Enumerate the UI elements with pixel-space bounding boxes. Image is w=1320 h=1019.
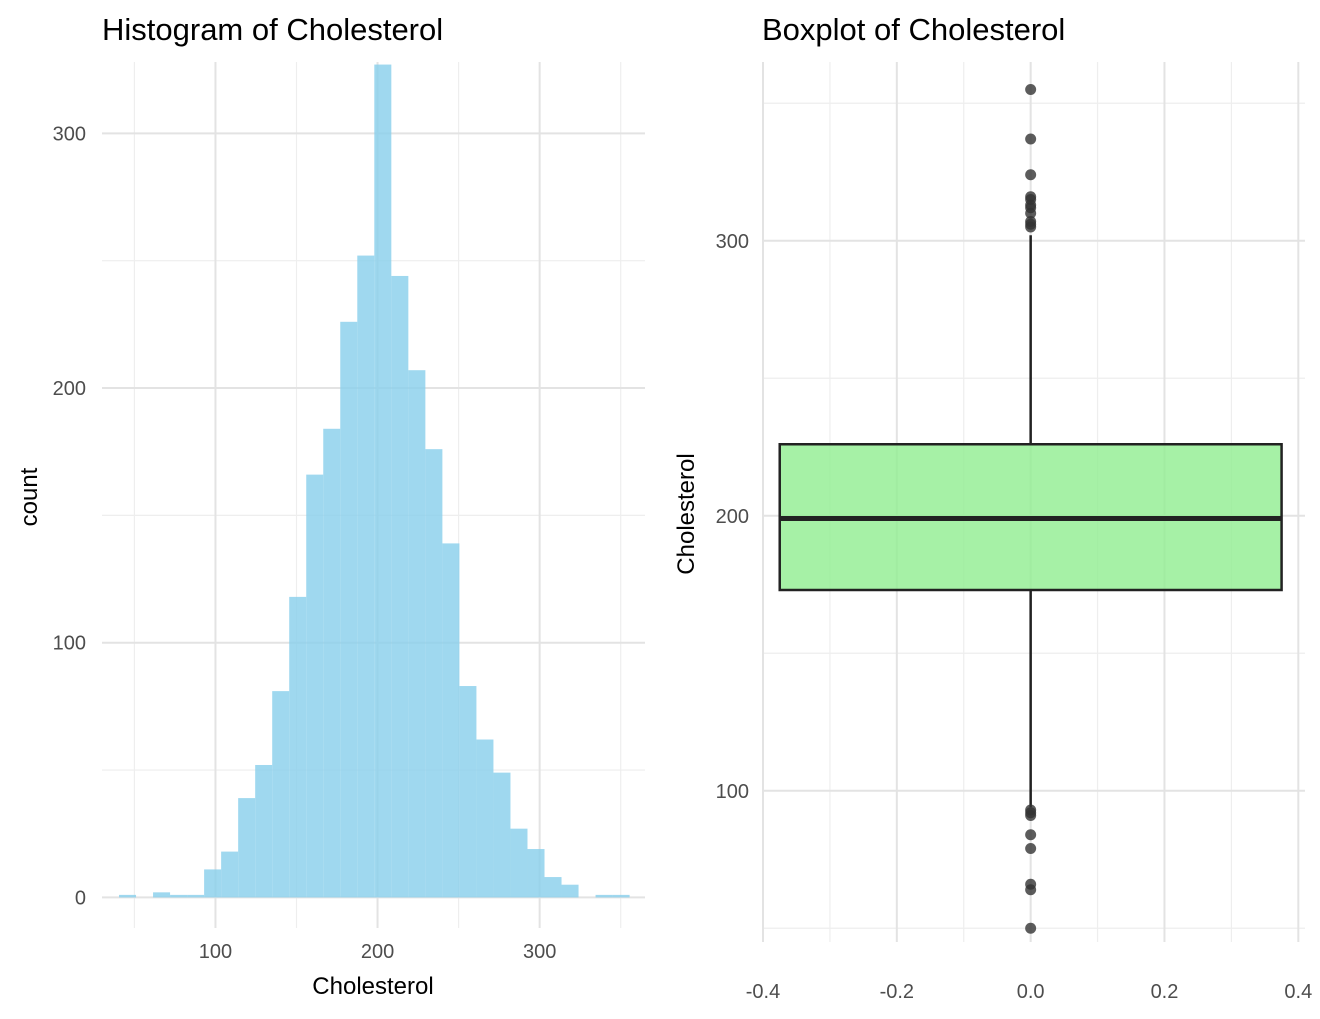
histogram-y-axis-title: count (16, 467, 43, 526)
boxplot-outlier-point (1025, 884, 1037, 896)
histogram-bar (527, 849, 545, 898)
histogram-y-tick-label: 200 (53, 378, 86, 400)
boxplot-outlier-point (1025, 829, 1037, 841)
histogram-bar (391, 275, 409, 898)
boxplot-body (778, 235, 1283, 808)
histogram-bar (323, 428, 341, 898)
histogram-bar (425, 449, 443, 898)
boxplot-outliers (1025, 84, 1037, 934)
histogram-bar (204, 869, 222, 898)
boxplot-outlier-point (1025, 169, 1037, 181)
boxplot-y-ticks: 100 200 300 (716, 231, 749, 803)
histogram-x-axis-title: Cholesterol (312, 973, 433, 1000)
histogram-bar (493, 772, 511, 898)
histogram-bar (238, 798, 256, 898)
histogram-bar (170, 894, 188, 898)
histogram-y-tick-label: 100 (53, 633, 86, 655)
histogram-panel: Histogram of Cholesterol 0 100 200 300 100 2… (16, 12, 645, 1000)
histogram-bar (187, 894, 205, 898)
histogram-bar (340, 321, 358, 898)
histogram-bar (374, 64, 392, 898)
histogram-bar (221, 851, 239, 898)
histogram-bar (476, 739, 494, 898)
histogram-x-ticks: 100 200 300 (199, 941, 557, 963)
boxplot-x-tick-label: -0.4 (746, 981, 780, 1003)
histogram-y-tick-label: 0 (75, 887, 86, 909)
boxplot-y-tick-label: 300 (716, 231, 749, 253)
histogram-bar (442, 543, 460, 898)
boxplot-y-tick-label: 200 (716, 506, 749, 528)
histogram-bar (119, 894, 137, 898)
histogram-title: Histogram of Cholesterol (102, 12, 443, 47)
boxplot-outlier-point (1025, 221, 1037, 233)
boxplot-title: Boxplot of Cholesterol (762, 12, 1065, 47)
histogram-y-ticks: 0 100 200 300 (53, 123, 86, 909)
boxplot-x-tick-label: 0.0 (1017, 981, 1045, 1003)
histogram-bar (510, 828, 528, 898)
histogram-bar (561, 884, 579, 898)
boxplot-x-tick-label: 0.4 (1284, 981, 1312, 1003)
boxplot-x-ticks: -0.4 -0.2 0.0 0.2 0.4 (746, 981, 1312, 1003)
boxplot-outlier-point (1025, 810, 1037, 821)
histogram-bar (459, 686, 477, 898)
histogram-bar (408, 370, 426, 898)
histogram-x-tick-label: 300 (523, 941, 556, 963)
boxplot-x-tick-label: 0.2 (1151, 981, 1179, 1003)
boxplot-y-tick-label: 100 (716, 781, 749, 803)
boxplot-y-axis-title: Cholesterol (673, 453, 700, 574)
boxplot-outlier-point (1025, 922, 1037, 934)
histogram-x-tick-label: 200 (361, 941, 394, 963)
histogram-bar (612, 894, 630, 898)
boxplot-outlier-point (1025, 843, 1037, 854)
histogram-x-tick-label: 100 (199, 941, 232, 963)
histogram-bar (289, 596, 307, 898)
histogram-bar (306, 474, 324, 898)
boxplot-outlier-point (1025, 84, 1037, 95)
histogram-bar (272, 691, 290, 898)
histogram-bar (255, 764, 273, 898)
boxplot-x-tick-label: -0.2 (880, 981, 914, 1003)
boxplot-outlier-point (1025, 133, 1037, 145)
histogram-y-tick-label: 300 (53, 123, 86, 145)
histogram-bars (119, 64, 630, 898)
histogram-bar (544, 877, 562, 898)
histogram-bar (357, 255, 375, 898)
histogram-bar (595, 894, 613, 898)
histogram-bar (153, 892, 171, 898)
boxplot-outlier-point (1025, 207, 1037, 219)
